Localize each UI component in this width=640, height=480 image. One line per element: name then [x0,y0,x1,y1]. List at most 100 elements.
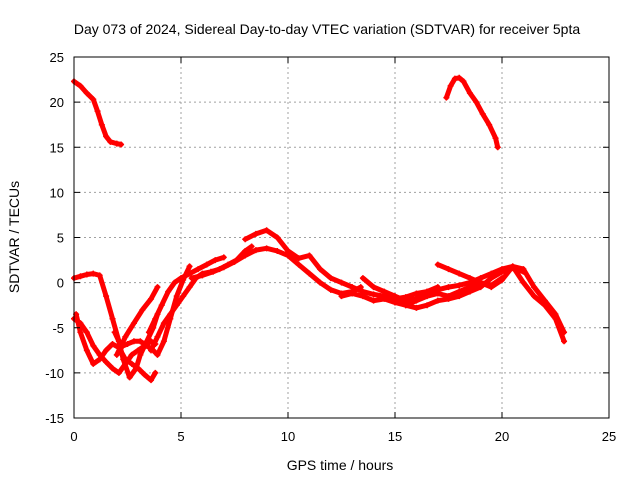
data-point [199,272,206,279]
data-point [460,78,467,85]
data-point [349,290,356,297]
data-point [113,351,120,358]
data-point [160,338,167,345]
data-point [203,261,210,268]
data-point [186,284,193,291]
data-point [443,94,450,101]
series-arc-10 [189,245,364,296]
data-point [83,271,90,278]
data-point [128,360,135,367]
data-series [71,74,568,384]
data-point [486,121,493,128]
data-point [143,342,150,349]
data-point [242,252,249,259]
data-point [90,360,97,367]
data-point [109,340,116,347]
data-point [130,320,137,327]
data-point [306,252,313,259]
data-point [445,293,452,300]
data-point [466,284,473,291]
data-point [98,121,105,128]
data-point [295,255,302,262]
data-point [370,291,377,298]
grid [74,57,609,418]
data-point [499,275,505,282]
x-tick-label: 25 [602,429,616,444]
y-axis-label: SDTVAR / TECUs [6,181,22,293]
data-point [424,293,431,300]
data-point [83,329,90,336]
data-point [466,275,473,282]
data-point [137,338,144,345]
y-tick-label: 15 [50,140,64,155]
data-point [154,333,161,340]
data-point [90,270,97,277]
data-point [541,297,548,304]
data-point [77,82,84,89]
data-point [479,110,486,117]
data-point [263,227,270,234]
data-point [130,338,137,345]
data-point [83,90,90,97]
data-point [413,297,420,304]
data-point [402,302,409,309]
data-point [124,340,131,347]
data-point [466,90,473,97]
data-point [445,284,452,291]
data-point [434,290,441,297]
data-point [381,293,388,300]
data-point [231,258,238,265]
data-point [413,304,420,311]
data-point [77,329,84,336]
data-point [370,284,377,291]
data-point [327,275,334,282]
y-tick-label: 25 [50,50,64,65]
data-point [220,264,227,271]
series-arc-13 [360,263,567,344]
data-point [90,96,97,103]
x-tick-label: 10 [281,429,295,444]
data-point [317,266,324,273]
data-point [434,261,441,268]
y-tick-label: 10 [50,185,64,200]
data-point [77,320,84,327]
data-point [118,141,125,148]
data-point [126,374,133,381]
data-point [122,360,129,367]
data-point [154,351,161,358]
x-tick-label: 20 [495,429,509,444]
data-point [349,284,356,291]
y-tick-label: -10 [45,366,64,381]
data-point [167,311,174,318]
data-point [456,288,463,295]
y-tick-label: 5 [57,231,64,246]
data-point [499,266,505,273]
data-point [488,282,495,289]
data-point [392,297,398,304]
data-point [171,279,178,286]
series-arc-2 [443,75,501,150]
data-point [456,282,463,289]
data-point [173,293,180,300]
data-point [107,138,114,145]
data-point [94,108,101,115]
data-point [148,377,155,384]
x-axis-label: GPS time / hours [287,457,394,473]
data-point [531,284,538,291]
data-point [285,248,291,255]
data-point [103,359,110,366]
data-point [338,279,345,286]
data-point [242,236,249,243]
data-point [148,347,155,354]
data-point [509,263,516,270]
data-point [135,347,142,354]
data-point [413,290,420,297]
data-point [148,295,155,302]
data-point [158,302,165,309]
data-point [103,347,110,354]
data-point [561,338,568,345]
data-point [122,333,129,340]
data-point [77,273,84,280]
data-point [552,311,559,318]
